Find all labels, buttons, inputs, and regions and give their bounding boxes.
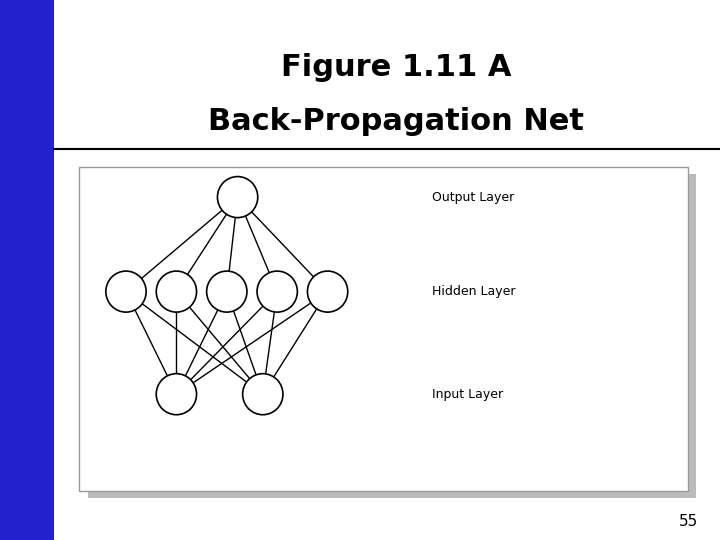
Text: 55: 55 bbox=[679, 514, 698, 529]
Text: Input Layer: Input Layer bbox=[432, 388, 503, 401]
Text: Hidden Layer: Hidden Layer bbox=[432, 285, 516, 298]
FancyBboxPatch shape bbox=[0, 0, 54, 540]
Ellipse shape bbox=[257, 271, 297, 312]
Text: Back-Propagation Net: Back-Propagation Net bbox=[208, 107, 584, 136]
Ellipse shape bbox=[243, 374, 283, 415]
Text: Output Layer: Output Layer bbox=[432, 191, 514, 204]
FancyBboxPatch shape bbox=[88, 174, 696, 498]
Ellipse shape bbox=[156, 271, 197, 312]
Ellipse shape bbox=[307, 271, 348, 312]
Ellipse shape bbox=[217, 177, 258, 218]
Ellipse shape bbox=[156, 374, 197, 415]
Text: Figure 1.11 A: Figure 1.11 A bbox=[281, 53, 511, 82]
FancyBboxPatch shape bbox=[79, 167, 688, 491]
Ellipse shape bbox=[207, 271, 247, 312]
Ellipse shape bbox=[106, 271, 146, 312]
